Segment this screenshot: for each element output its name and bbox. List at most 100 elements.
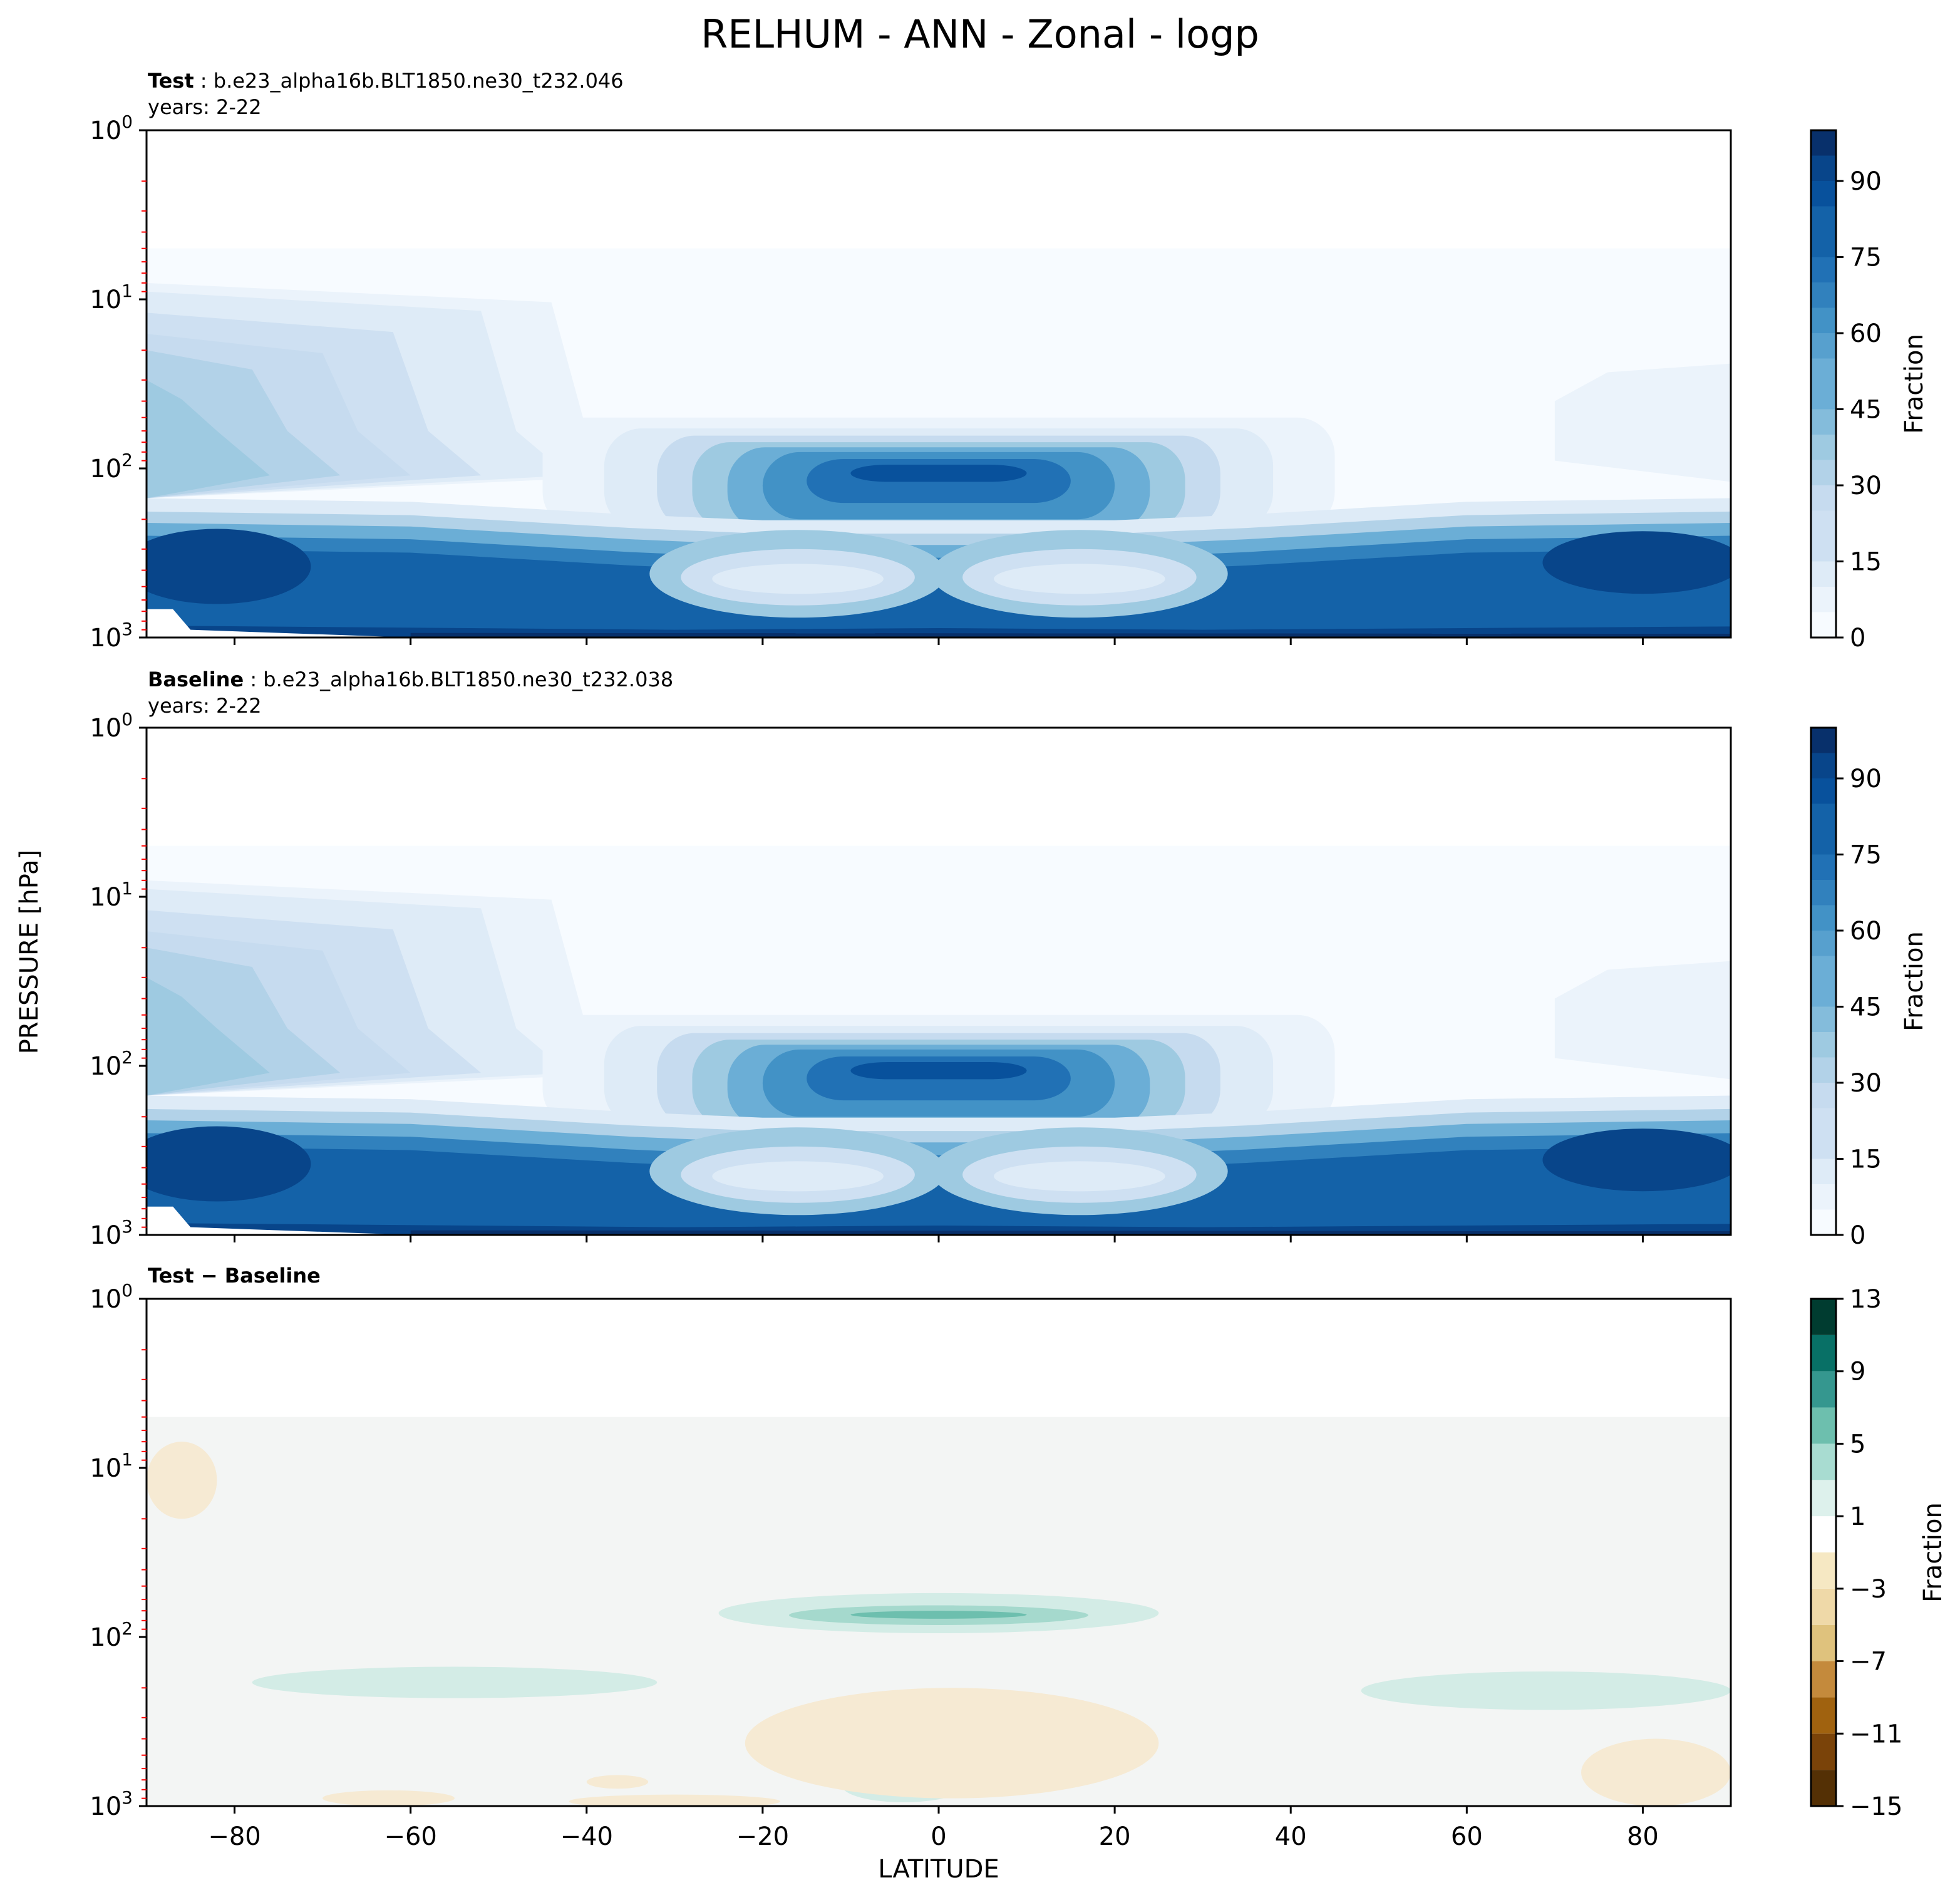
panel-3-colorbar: −15 −11 −7 −3 1 5 9 13 Fraction: [1810, 1285, 1947, 1821]
field-surface-layer: [410, 632, 1731, 638]
colorbar-band: [1811, 1770, 1836, 1806]
colorbar-band: [1811, 257, 1836, 282]
colorbar-tick-label: 9: [1850, 1358, 1865, 1386]
colorbar-tick-label: −3: [1850, 1575, 1887, 1604]
colorbar-band: [1811, 1083, 1836, 1108]
x-tick-label: 20: [1099, 1822, 1131, 1851]
panel-2-title: Baseline : b.e23_alpha16b.BLT1850.ne30_t…: [148, 668, 673, 691]
panel-2-plot: [147, 845, 1731, 1235]
x-tick-label: −80: [208, 1822, 260, 1851]
panel-2-axes: 100 101 102 103: [90, 709, 1732, 1250]
colorbar-band: [1811, 1209, 1836, 1235]
field-sh-polar-max: [147, 529, 311, 604]
colorbar-tick-label: 45: [1850, 396, 1882, 425]
colorbar-band: [1811, 282, 1836, 308]
panel-1-axes: 100 101 102 103: [90, 111, 1732, 653]
field-sh-contour-5: [147, 977, 270, 1096]
y-tick-label: 102: [90, 1047, 133, 1081]
colorbar-tick-label: 15: [1850, 548, 1882, 577]
colorbar-band: [1811, 1133, 1836, 1159]
colorbar-label: Fraction: [1919, 1502, 1947, 1603]
colorbar-band: [1811, 728, 1836, 753]
panel-3-axes: −80 −60 −40 −20 0 20 40 60 80 100 101 102 103: [90, 1280, 1732, 1851]
colorbar-label: Fraction: [1900, 931, 1929, 1031]
y-tick-label: 103: [90, 619, 133, 653]
colorbar-band: [1811, 181, 1836, 207]
colorbar-band: [1811, 536, 1836, 562]
colorbar-band: [1811, 1184, 1836, 1210]
colorbar-band: [1811, 1335, 1836, 1371]
panel-2-title-rest: : b.e23_alpha16b.BLT1850.ne30_t232.038: [244, 668, 674, 691]
colorbar-band: [1811, 384, 1836, 410]
diff-anomaly-6: [147, 1442, 217, 1519]
field-subtropical-dry-inner-1: [994, 1161, 1165, 1192]
colorbar-band: [1811, 1032, 1836, 1058]
y-tick-label: 100: [90, 709, 133, 743]
y-tick-label: 103: [90, 1787, 133, 1821]
colorbar-band: [1811, 1299, 1836, 1335]
colorbar-band: [1811, 485, 1836, 511]
colorbar-band: [1811, 1697, 1836, 1734]
colorbar-tick-label: 60: [1850, 319, 1882, 348]
colorbar-band: [1811, 232, 1836, 257]
colorbar-tick-label: 90: [1850, 765, 1882, 793]
colorbar-band: [1811, 778, 1836, 804]
x-tick-label: −40: [560, 1822, 613, 1851]
field-sh-polar-max: [147, 1126, 311, 1202]
colorbar-band: [1811, 612, 1836, 638]
colorbar-band: [1811, 854, 1836, 880]
y-tick-label: 102: [90, 1618, 133, 1652]
colorbar-band: [1811, 753, 1836, 778]
x-tick-label: −20: [736, 1822, 789, 1851]
diff-neg-patch-2: [569, 1794, 780, 1806]
diff-anomaly-3: [252, 1666, 658, 1698]
colorbar-band: [1811, 1443, 1836, 1480]
field-subtropical-dry-inner-1: [994, 564, 1165, 594]
field-lower-contour-4: [147, 1146, 1731, 1235]
x-tick-label: 80: [1627, 1822, 1659, 1851]
x-tick-label: 0: [931, 1822, 946, 1851]
colorbar-tick-label: 60: [1850, 917, 1882, 946]
x-tick-label: 60: [1451, 1822, 1483, 1851]
panel-1-plot: [147, 248, 1731, 638]
colorbar-band: [1811, 155, 1836, 181]
colorbar-tick-label: 1: [1850, 1502, 1865, 1531]
field-nh-polar-max: [1542, 1128, 1731, 1192]
colorbar-band: [1811, 1480, 1836, 1517]
colorbar-band: [1811, 905, 1836, 931]
panel-1-title-bold: Test: [148, 69, 194, 93]
x-tick-label: 40: [1275, 1822, 1307, 1851]
y-tick-label: 100: [90, 1280, 133, 1314]
colorbar-band: [1811, 1057, 1836, 1083]
field-nh-slab: [1554, 363, 1731, 482]
colorbar-band: [1811, 1006, 1836, 1032]
colorbar-tick-label: 75: [1850, 841, 1882, 870]
colorbar-band: [1811, 956, 1836, 981]
colorbar-band: [1811, 587, 1836, 612]
field-subtropical-dry-inner-0: [712, 1161, 884, 1192]
colorbar-tick-label: 45: [1850, 993, 1882, 1022]
colorbar-band: [1811, 1588, 1836, 1625]
colorbar-band: [1811, 1624, 1836, 1661]
colorbar-band: [1811, 1661, 1836, 1698]
colorbar-band: [1811, 931, 1836, 956]
colorbar-band: [1811, 130, 1836, 156]
colorbar-tick-label: 30: [1850, 472, 1882, 500]
colorbar-tick-label: 15: [1850, 1145, 1882, 1174]
y-tick-label: 103: [90, 1216, 133, 1250]
panel-1-title: Test : b.e23_alpha16b.BLT1850.ne30_t232.…: [148, 69, 624, 93]
colorbar-band: [1811, 307, 1836, 333]
y-tick-label: 100: [90, 111, 133, 145]
colorbar-tick-label: −7: [1850, 1648, 1887, 1676]
field-tropopause-contour-7: [850, 464, 1027, 482]
colorbar-band: [1811, 460, 1836, 485]
colorbar-band: [1811, 803, 1836, 829]
diff-anomaly-8: [1581, 1738, 1731, 1806]
colorbar-band: [1811, 358, 1836, 384]
y-tick-label: 101: [90, 878, 133, 912]
panel-1-title-rest: : b.e23_alpha16b.BLT1850.ne30_t232.046: [193, 69, 624, 93]
y-tick-label: 102: [90, 450, 133, 483]
diff-anomaly-7: [745, 1688, 1159, 1799]
colorbar-band: [1811, 1516, 1836, 1552]
colorbar-tick-label: 13: [1850, 1285, 1882, 1314]
